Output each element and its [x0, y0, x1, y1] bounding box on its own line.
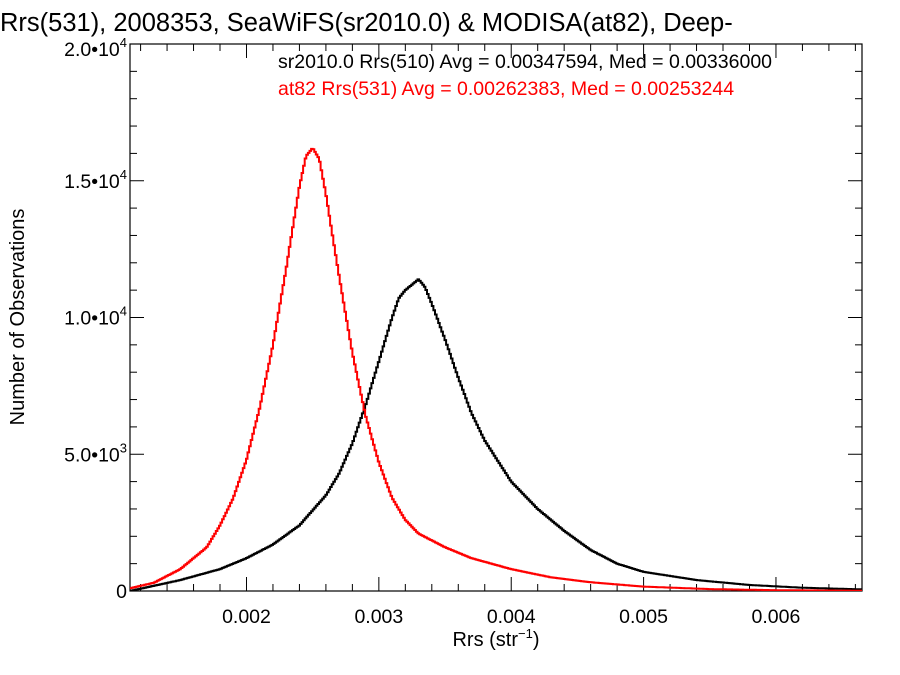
y-axis-label: Number of Observations: [7, 209, 29, 426]
x-axis-ticks: 0.002 0.003 0.004 0.005 0.006: [140, 44, 856, 628]
x-axis-label-main: Rrs (str: [452, 629, 518, 651]
chart-title: Rrs(531), 2008353, SeaWiFS(sr2010.0) & M…: [0, 9, 733, 37]
legend-entry-black: sr2010.0 Rrs(510) Avg = 0.00347594, Med …: [278, 51, 772, 73]
y-tick-label: 0: [116, 581, 127, 603]
x-tick-label: 0.005: [619, 606, 668, 628]
x-tick-label: 0.004: [487, 606, 536, 628]
x-axis-label: Rrs (str−1): [452, 626, 539, 651]
series-red-histogram-line: [130, 147, 862, 591]
plot-frame: [129, 43, 863, 592]
series-black-histogram-line: [130, 278, 862, 591]
y-axis-ticks: 0 5.0•103 1.0•104 1.5•104 2.0•104: [64, 35, 862, 603]
x-axis-label-close: ): [533, 629, 540, 651]
legend-entry-red: at82 Rrs(531) Avg = 0.00262383, Med = 0.…: [278, 78, 734, 100]
y-tick-label: 1.0•104: [64, 304, 127, 330]
x-tick-label: 0.003: [354, 606, 403, 628]
y-tick-label: 2.0•104: [64, 35, 127, 61]
y-tick-label: 1.5•104: [64, 167, 127, 193]
x-tick-label: 0.006: [752, 606, 801, 628]
x-axis-label-sup: −1: [518, 626, 533, 641]
y-tick-label: 5.0•103: [64, 440, 127, 466]
x-tick-label: 0.002: [222, 606, 271, 628]
